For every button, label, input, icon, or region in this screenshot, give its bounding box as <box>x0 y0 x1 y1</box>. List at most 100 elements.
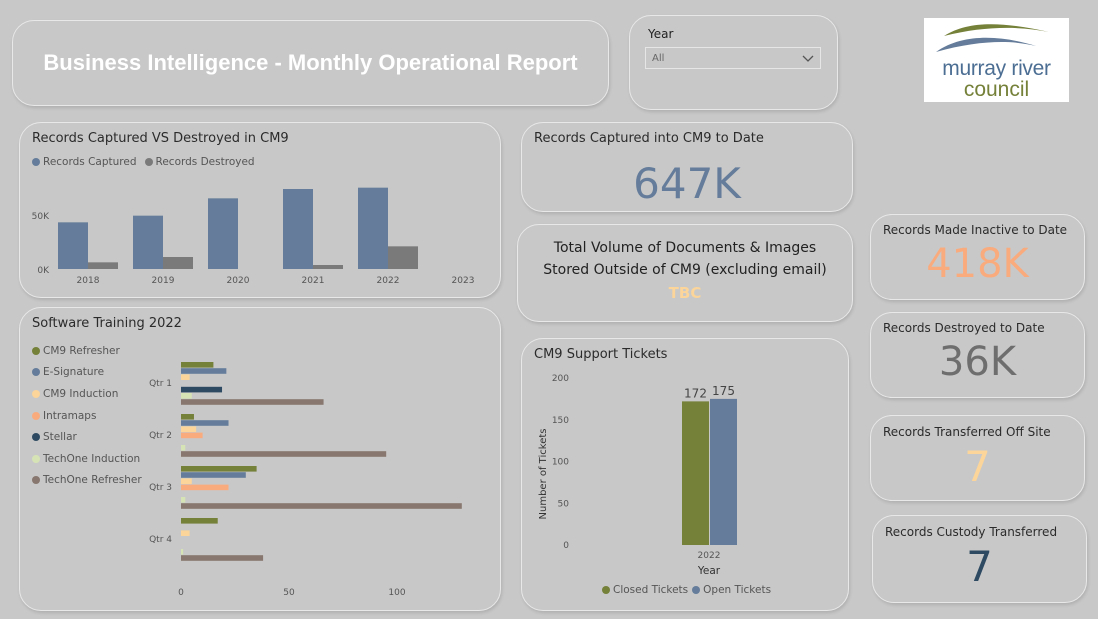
training-bar <box>181 555 264 561</box>
records-custody-label: Records Custody Transferred <box>885 525 1058 539</box>
captured-vs-destroyed-title: Records Captured VS Destroyed in CM9 <box>32 131 289 146</box>
training-bar <box>181 386 223 393</box>
year-filter-card: Year All <box>629 15 838 110</box>
support-tickets-chart: Number of Tickets Year 200 150 100 50 0 172 17… <box>538 374 737 577</box>
legend-item: E-Signature <box>32 362 142 384</box>
records-offsite-card: Records Transferred Off Site 7 <box>870 415 1085 501</box>
records-inactive-card: Records Made Inactive to Date 418K <box>870 214 1085 300</box>
training-bar <box>181 445 186 451</box>
y-tick-label: 50K <box>32 212 50 222</box>
legend-label: Records Captured <box>43 156 137 168</box>
destroyed-bar <box>88 262 118 269</box>
training-bar <box>181 472 246 478</box>
training-bar <box>181 374 190 380</box>
year-dropdown-value: All <box>652 53 665 64</box>
records-destroyed-label: Records Destroyed to Date <box>883 321 1045 335</box>
legend-label: TechOne Refresher <box>43 474 142 487</box>
training-bar <box>181 393 192 399</box>
y-tick-label: 50 <box>558 499 570 509</box>
x-tick-label: 100 <box>388 588 405 598</box>
records-destroyed-card: Records Destroyed to Date 36K <box>870 312 1085 398</box>
legend-item: Open Tickets <box>692 584 771 596</box>
legend-dot <box>32 476 40 485</box>
captured-bar <box>283 189 313 269</box>
legend-label: Intramaps <box>43 409 97 422</box>
software-training-card: Software Training 2022 CM9 Refresher E-Si… <box>19 307 501 611</box>
legend-item: CM9 Refresher <box>32 340 142 362</box>
legend-item: Closed Tickets <box>602 584 688 596</box>
legend-item: Intramaps <box>32 405 142 427</box>
page-title: Business Intelligence - Monthly Operatio… <box>43 50 578 75</box>
legend-dot <box>32 411 40 420</box>
legend-item: CM9 Induction <box>32 383 142 405</box>
x-tick-label: 2018 <box>77 276 100 286</box>
legend-label: Open Tickets <box>703 584 772 596</box>
header-card: Business Intelligence - Monthly Operatio… <box>12 20 609 106</box>
closed-tickets-bar <box>682 401 709 545</box>
documents-volume-label-line2: Stored Outside of CM9 (excluding email) <box>543 262 827 278</box>
training-bar <box>181 399 324 405</box>
y-tick-label: Qtr 1 <box>149 379 172 389</box>
x-tick-label: 2022 <box>698 551 721 561</box>
records-captured-card: Records Captured into CM9 to Date 647K <box>521 122 853 212</box>
legend-item: TechOne Refresher <box>32 470 142 492</box>
legend-label: Closed Tickets <box>613 584 689 596</box>
x-tick-label: 2019 <box>152 276 175 286</box>
legend-label: Records Destroyed <box>155 156 255 168</box>
training-bar <box>181 426 197 432</box>
training-bar <box>181 484 229 491</box>
captured-bar <box>208 198 238 269</box>
y-tick-label: 150 <box>552 416 569 426</box>
software-training-title: Software Training 2022 <box>32 316 182 331</box>
data-label: 172 <box>684 386 707 400</box>
legend-dot <box>32 433 40 442</box>
training-bar <box>181 503 462 509</box>
y-axis-label: Number of Tickets <box>538 429 549 520</box>
captured-vs-destroyed-card: Records Captured VS Destroyed in CM9 Rec… <box>19 122 501 298</box>
legend-dot <box>32 454 40 463</box>
records-offsite-value: 7 <box>964 442 991 491</box>
documents-volume-label-line1: Total Volume of Documents & Images <box>553 240 817 256</box>
river-swoosh-icon <box>936 24 1049 52</box>
y-tick-label: Qtr 3 <box>149 483 172 493</box>
training-bar <box>181 451 387 457</box>
legend-label: Stellar <box>43 431 77 444</box>
x-tick-label: 0 <box>178 588 184 598</box>
chevron-down-icon <box>802 55 814 62</box>
destroyed-bar <box>388 246 418 269</box>
year-dropdown[interactable]: All <box>645 47 821 69</box>
records-captured-value: 647K <box>633 159 741 208</box>
x-tick-label: 2021 <box>302 276 325 286</box>
records-captured-label: Records Captured into CM9 to Date <box>534 131 764 146</box>
y-tick-label: 0 <box>563 541 569 551</box>
training-bar <box>181 362 214 368</box>
council-logo: murray river council <box>924 18 1069 102</box>
y-tick-label: 0K <box>37 266 50 276</box>
legend-item: TechOne Induction <box>32 448 142 470</box>
destroyed-bar <box>163 257 193 269</box>
x-tick-label: 2020 <box>227 276 250 286</box>
x-axis-label: Year <box>697 565 721 577</box>
records-custody-value: 7 <box>966 542 993 591</box>
support-tickets-card: CM9 Support Tickets Number of Tickets Ye… <box>521 338 849 611</box>
captured-bar <box>133 215 163 269</box>
legend-label: TechOne Induction <box>43 452 141 465</box>
training-bar <box>181 530 190 536</box>
legend-label: CM9 Induction <box>43 387 119 400</box>
captured-vs-destroyed-chart: 50K 0K 2018 2019 2020 2021 2022 2023 <box>32 187 474 286</box>
legend-dot <box>32 368 40 377</box>
training-bar <box>181 497 186 503</box>
open-tickets-bar <box>710 398 737 545</box>
training-bar <box>181 414 194 420</box>
tickets-legend: Closed Tickets Open Tickets <box>602 584 771 596</box>
captured-bar <box>58 222 88 269</box>
training-bar <box>181 478 192 484</box>
legend-item: Stellar <box>32 426 142 448</box>
training-bar <box>181 466 257 472</box>
training-bar <box>181 420 229 426</box>
legend-label: E-Signature <box>43 366 105 379</box>
support-tickets-title: CM9 Support Tickets <box>534 347 668 362</box>
documents-volume-card: Total Volume of Documents & Images Store… <box>517 224 853 322</box>
records-destroyed-value: 36K <box>938 339 1017 385</box>
data-label: 175 <box>712 384 735 398</box>
